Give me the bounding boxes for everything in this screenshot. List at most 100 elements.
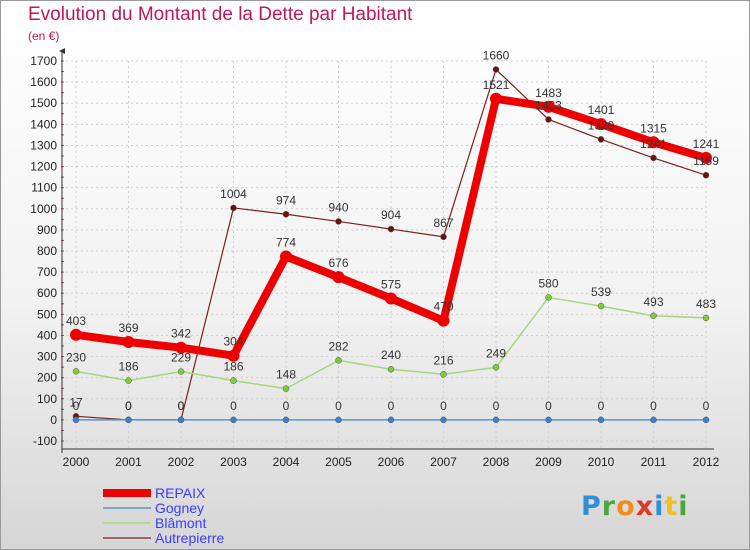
y-tick-label: 1100: [31, 181, 57, 195]
data-label: 148: [276, 368, 296, 382]
y-tick-label: 1600: [30, 75, 57, 89]
data-point: [545, 416, 552, 424]
x-tick-label: 2001: [115, 455, 142, 469]
data-label: 230: [66, 350, 86, 364]
y-tick-label: 100: [37, 392, 57, 406]
data-label: 867: [433, 216, 453, 230]
data-label: 580: [538, 276, 558, 290]
data-point: [700, 151, 712, 164]
data-label: 0: [335, 399, 342, 413]
data-label: 0: [388, 399, 395, 413]
data-point: [227, 349, 240, 362]
data-point: [702, 314, 710, 322]
x-tick-label: 2004: [273, 455, 300, 469]
data-label: 249: [486, 346, 506, 360]
data-label: 369: [118, 321, 138, 335]
data-label: 342: [171, 327, 191, 341]
data-label: 403: [66, 314, 86, 328]
y-tick-label: 200: [37, 371, 57, 385]
data-point: [72, 416, 80, 424]
x-tick-label: 2011: [641, 455, 667, 469]
data-point: [597, 302, 605, 310]
data-point: [122, 335, 135, 348]
x-tick-label: 2009: [535, 455, 562, 469]
y-tick-label: 700: [37, 265, 57, 279]
data-point: [545, 116, 552, 123]
data-point: [230, 204, 237, 212]
x-tick-label: 2006: [378, 455, 405, 469]
legend-label: Gogney: [155, 500, 204, 516]
data-point: [125, 416, 132, 424]
y-tick-label: 1500: [30, 96, 57, 110]
data-label: 0: [440, 399, 447, 413]
x-tick-label: 2003: [220, 455, 247, 469]
data-point: [545, 294, 552, 301]
data-point: [282, 211, 290, 218]
data-point: [282, 416, 290, 424]
data-point: [647, 136, 660, 149]
data-label: 0: [125, 399, 132, 413]
data-point: [650, 416, 657, 424]
y-tick-label: 1400: [30, 117, 57, 131]
data-labels: 403 369 342 304 774 676 575 470 1521 1483 1401 1315…: [66, 48, 720, 412]
data-point: [702, 416, 710, 424]
data-label: 1004: [220, 187, 247, 201]
data-label: 1159: [693, 154, 719, 168]
data-point: [177, 368, 185, 375]
data-point: [385, 292, 397, 305]
logo-letter: i: [678, 491, 689, 522]
data-point: [650, 154, 657, 162]
y-tick-label: 500: [37, 307, 57, 321]
axes: -100010020030040050060070080090010001100…: [30, 48, 720, 469]
data-label: 483: [696, 297, 716, 311]
legend-label: REPAIX: [155, 485, 206, 501]
data-label: 539: [591, 285, 611, 299]
y-tick-label: 1200: [30, 160, 57, 174]
data-point: [72, 368, 80, 375]
data-label: 0: [178, 399, 185, 413]
data-point: [387, 416, 395, 424]
data-point: [542, 100, 555, 113]
x-tick-label: 2005: [325, 455, 352, 469]
data-point: [230, 416, 237, 424]
data-point: [335, 357, 342, 364]
data-label: 0: [650, 399, 657, 413]
data-label: 1483: [535, 86, 562, 100]
logo-letter: t: [664, 491, 679, 522]
data-label: 216: [433, 353, 453, 367]
data-point: [597, 416, 605, 424]
data-point: [440, 233, 447, 241]
data-label: 0: [230, 399, 237, 413]
data-label: 575: [381, 278, 401, 292]
data-point: [387, 225, 395, 233]
data-point: [335, 416, 342, 424]
data-label: 0: [598, 399, 605, 413]
logo-letter: r: [601, 491, 617, 522]
data-label: 0: [178, 399, 185, 413]
series-group: [70, 66, 712, 424]
data-label: 186: [118, 360, 138, 374]
y-tick-label: 600: [37, 286, 57, 300]
data-label: 1521: [483, 78, 510, 92]
data-point: [440, 371, 447, 378]
data-label: 0: [493, 399, 500, 413]
logo-letter: x: [635, 491, 655, 522]
data-label: 1315: [640, 121, 667, 135]
data-label: 186: [223, 360, 243, 374]
data-label: 229: [171, 351, 191, 365]
y-tick-label: 1300: [30, 138, 57, 152]
data-label: 0: [283, 399, 290, 413]
data-label: 0: [73, 399, 80, 413]
data-point: [332, 271, 345, 284]
data-label: 974: [276, 193, 296, 207]
data-label: 1329: [588, 118, 615, 132]
y-tick-label: -100: [33, 434, 57, 448]
data-label: 940: [328, 200, 348, 214]
logo-letter: P: [581, 491, 602, 522]
data-label: 1660: [483, 48, 510, 62]
y-tick-label: 1700: [30, 54, 57, 68]
data-point: [230, 377, 237, 384]
proxiti-logo: Proxiti: [581, 491, 689, 522]
